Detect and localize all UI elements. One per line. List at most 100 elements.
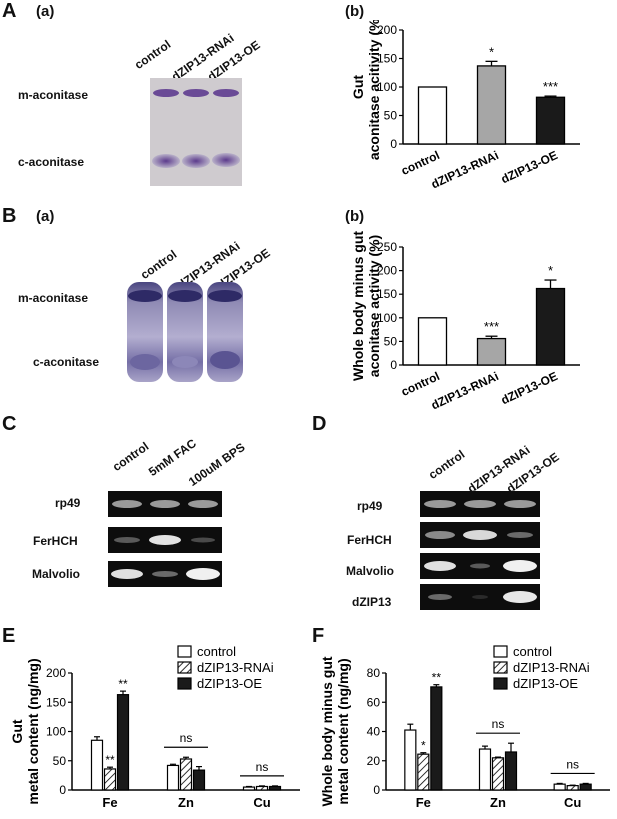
y-tick-label: 0 xyxy=(390,358,397,372)
panel-letter-a: A xyxy=(2,0,17,22)
blot-d-row-label: FerHCH xyxy=(347,533,392,547)
bar xyxy=(476,337,507,366)
y-tick-label: 60 xyxy=(367,695,381,709)
significance-label: ** xyxy=(432,671,442,685)
significance-label: * xyxy=(489,44,494,59)
gel-b-band-label: m-aconitase xyxy=(18,291,89,305)
y-tick-label: 50 xyxy=(384,334,398,348)
x-tick-label: control xyxy=(399,148,442,178)
gel-b-image xyxy=(124,282,246,382)
y-tick-label: 100 xyxy=(377,311,397,325)
legend-swatch xyxy=(177,677,192,690)
blot-d-image xyxy=(420,491,540,610)
significance-label: ** xyxy=(105,753,115,767)
y-tick-label: 80 xyxy=(367,666,381,680)
bar xyxy=(476,65,507,145)
x-tick-label: Cu xyxy=(253,795,270,810)
bar xyxy=(579,783,592,791)
y-tick-label: 0 xyxy=(59,783,66,797)
legend-swatch xyxy=(493,677,508,690)
gel-b-band-label: c-aconitase xyxy=(33,355,100,369)
legend-swatch xyxy=(177,645,192,658)
panel-b-sub-a: (a) xyxy=(36,208,55,225)
significance-label: ** xyxy=(118,677,128,691)
y-axis-label: aconitase acitivity (%) xyxy=(366,20,382,160)
bar xyxy=(103,768,117,791)
bar xyxy=(417,86,448,145)
significance-label: * xyxy=(421,739,426,753)
y-axis-label: Whole body minus gut xyxy=(350,231,366,381)
bar xyxy=(116,694,130,791)
legend-label: dZIP13-OE xyxy=(513,676,578,691)
gel-a-image xyxy=(150,78,242,186)
legend-label: dZIP13-RNAi xyxy=(197,660,274,675)
blot-c-row-label: Malvolio xyxy=(32,567,81,581)
bar xyxy=(478,748,492,791)
bar xyxy=(535,287,566,366)
x-tick-label: Fe xyxy=(102,795,117,810)
bar xyxy=(192,769,206,791)
bar xyxy=(504,751,518,791)
x-tick-label: dZIP13-RNAi xyxy=(429,148,501,191)
y-tick-label: 50 xyxy=(53,754,67,768)
ns-label: ns xyxy=(492,717,505,731)
bar xyxy=(535,96,566,145)
y-axis-label: metal content (ng/mg) xyxy=(25,658,41,804)
blot-d-lane-label: control xyxy=(425,447,468,482)
bar xyxy=(90,739,104,791)
y-tick-label: 150 xyxy=(377,287,397,301)
y-axis-label: Gut xyxy=(350,75,366,99)
y-tick-label: 0 xyxy=(390,137,397,151)
x-tick-label: Fe xyxy=(416,795,431,810)
x-tick-label: Zn xyxy=(178,795,194,810)
y-tick-label: 150 xyxy=(377,52,397,66)
blot-d-row-label: dZIP13 xyxy=(352,595,392,609)
bar xyxy=(417,317,448,366)
y-tick-label: 0 xyxy=(373,783,380,797)
legend-label: control xyxy=(197,644,236,659)
y-tick-label: 200 xyxy=(46,666,66,680)
legend-swatch xyxy=(177,661,192,674)
panel-letter-d: D xyxy=(312,413,327,435)
y-tick-label: 250 xyxy=(377,240,397,254)
blot-d-row-label: rp49 xyxy=(357,499,383,513)
y-tick-label: 100 xyxy=(377,80,397,94)
bar xyxy=(179,758,193,791)
x-tick-label: control xyxy=(399,369,442,399)
y-tick-label: 150 xyxy=(46,695,66,709)
blot-c-row-label: rp49 xyxy=(55,496,81,510)
panel-b-sub-b: (b) xyxy=(345,208,365,225)
legend-label: control xyxy=(513,644,552,659)
bar xyxy=(268,785,282,791)
chart-b-b: 0 50 100 150 200 250 Whole body minus gut aconi… xyxy=(350,231,580,412)
bar xyxy=(417,753,430,791)
gel-a-band-label: m-aconitase xyxy=(18,88,89,102)
panel-letter-f: F xyxy=(312,625,325,647)
panel-a-sub-a: (a) xyxy=(36,3,55,20)
x-tick-label: dZIP13-RNAi xyxy=(429,369,501,412)
bar xyxy=(242,786,256,791)
chart-a-b: 0 50 100 150 200 Gut aconitase acitivity (%) co… xyxy=(350,20,580,191)
gel-b-lane-label: control xyxy=(137,247,180,282)
blot-d-row-label: Malvolio xyxy=(346,564,395,578)
x-tick-label: Zn xyxy=(490,795,506,810)
y-tick-label: 50 xyxy=(384,109,398,123)
legend-label: dZIP13-OE xyxy=(197,676,262,691)
gel-a-lane-label: control xyxy=(131,37,174,72)
bar xyxy=(566,785,579,791)
y-axis-label: Whole body minus gut xyxy=(319,656,335,806)
x-tick-label: dZIP13-OE xyxy=(499,369,560,407)
y-axis-label: aconitase activity (%) xyxy=(366,235,382,377)
bar xyxy=(491,757,505,791)
y-tick-label: 100 xyxy=(46,725,66,739)
chart-f: 0 20 40 60 80 Whole body minus gut metal conte… xyxy=(319,644,610,810)
significance-label: *** xyxy=(484,319,499,334)
y-tick-label: 20 xyxy=(367,754,381,768)
ns-label: ns xyxy=(566,757,579,771)
significance-label: * xyxy=(548,263,553,278)
blot-c-row-label: FerHCH xyxy=(33,534,78,548)
panel-letter-b: B xyxy=(2,205,17,227)
legend-label: dZIP13-RNAi xyxy=(513,660,590,675)
panel-a-sub-b: (b) xyxy=(345,3,365,20)
blot-c-lane-label: control xyxy=(109,439,152,474)
